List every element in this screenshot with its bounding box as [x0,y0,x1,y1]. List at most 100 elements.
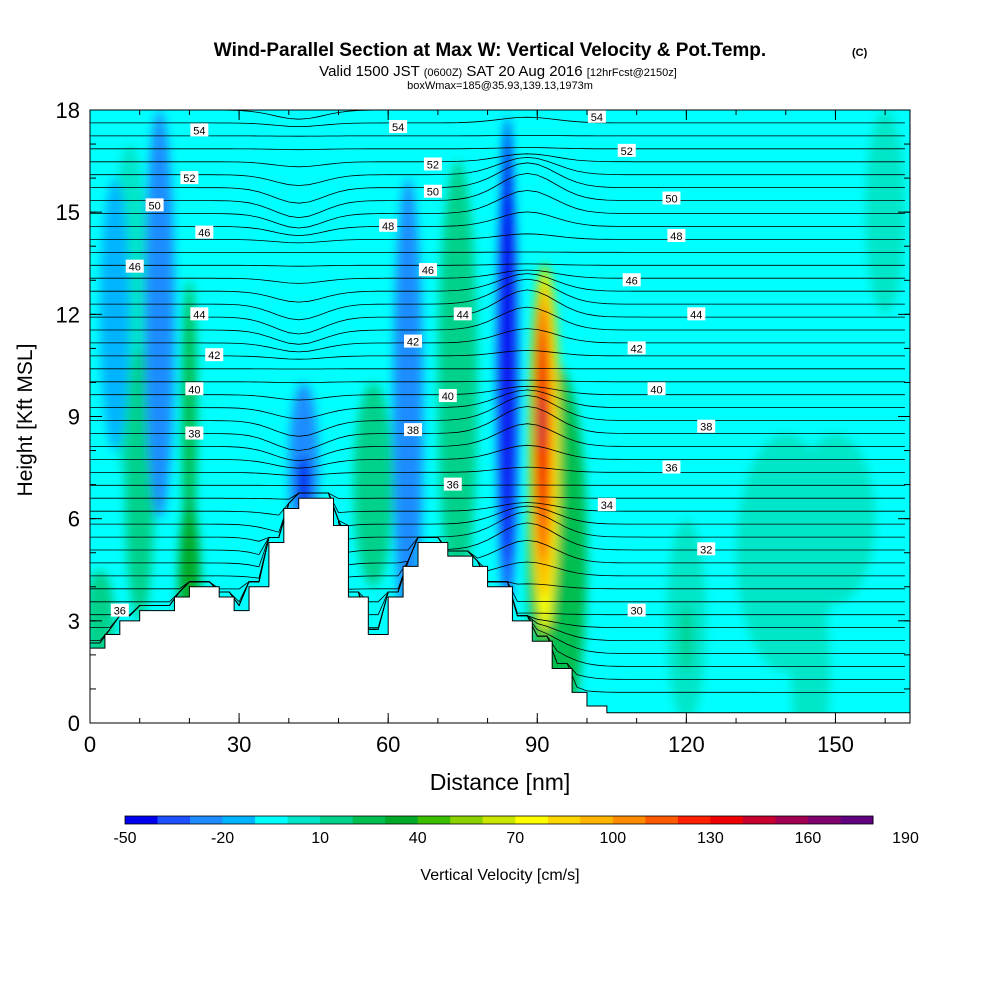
theta-label: 38 [185,426,204,441]
theta-contour-line [90,379,905,384]
svg-text:44: 44 [193,309,205,321]
theta-label: 38 [697,419,716,434]
colorbar-tick-label: 190 [892,830,919,847]
x-tick-label: 150 [817,732,854,757]
theta-contour-line [90,492,905,542]
y-axis-label: Height [Kft MSL] [14,344,37,497]
theta-contour-line [90,328,905,353]
theta-contour-line [90,492,905,568]
theta-label: 50 [423,184,442,199]
velocity-blob [538,396,544,451]
theta-contour-line [90,423,905,462]
theta-contour-line [90,350,905,360]
colorbar-tick-label: 160 [795,830,822,847]
theta-contour-line [90,269,905,284]
velocity-blob [680,603,693,672]
theta-label: 30 [627,603,646,618]
colorbar-swatch [417,816,451,824]
theta-label: 46 [622,273,641,287]
theta-contour-line [90,405,905,451]
svg-text:50: 50 [148,200,160,212]
colorbar-tick-label: 70 [506,830,524,847]
velocity-blob [99,178,130,451]
theta-label: 38 [404,423,423,437]
svg-text:42: 42 [407,337,419,349]
x-tick-label: 30 [227,732,251,757]
valid-date: SAT 20 Aug 2016 [466,63,582,80]
svg-text:46: 46 [129,262,141,274]
svg-text:52: 52 [427,159,439,171]
colorbar-swatch [515,816,549,824]
svg-text:36: 36 [447,480,459,492]
theta-label: 42 [404,334,423,349]
theta-contour-line [90,147,905,151]
svg-text:48: 48 [382,221,394,233]
x-axis-label: Distance [nm] [430,769,571,795]
colorbar-swatch [190,816,224,824]
colorbar-swatch [645,816,679,824]
svg-text:40: 40 [188,384,200,396]
colorbar-swatch [547,816,581,824]
theta-label: 40 [185,382,204,396]
theta-label: 42 [205,348,224,362]
theta-label: 40 [438,389,457,403]
x-tick-label: 90 [525,732,549,757]
terrain-mask [90,497,910,723]
theta-contour-line [90,492,905,590]
x-tick-label: 120 [668,732,705,757]
colorbar-swatch [612,816,646,824]
theta-label: 50 [662,191,681,206]
velocity-blob [500,116,514,560]
colorbar-swatch [775,816,809,824]
svg-text:50: 50 [665,194,677,206]
colorbar-swatch [742,816,776,824]
theta-contour-line [90,116,905,127]
colorbar-swatch [710,816,744,824]
theta-contour-line [90,394,905,437]
theta-label: 52 [423,157,442,171]
svg-text:54: 54 [193,125,205,137]
theta-contour-line [90,211,905,237]
svg-text:32: 32 [700,544,712,556]
theta-contour-line [90,385,905,401]
theta-label: 48 [379,218,398,233]
svg-text:38: 38 [700,422,712,434]
svg-text:42: 42 [631,343,643,355]
theta-contour-line [90,263,905,267]
theta-contour-line [90,492,905,556]
y-tick-label: 15 [56,200,80,225]
colorbar: -50 -20 10 40 70 100 130 160 190 [113,815,919,847]
colorbar-tick-label: 100 [599,830,626,847]
theta-contour-line [90,233,905,244]
theta-contour-labels: 54 54 54 52 52 52 50 50 50 48 48 46 46 46 46 44 44 44 42 42… [110,110,716,618]
theta-label: 34 [597,498,616,512]
velocity-blob [865,110,906,315]
theta-contour-line [90,156,905,186]
colorbar-swatch [222,816,256,824]
theta-label: 54 [190,123,209,137]
svg-text:46: 46 [198,228,210,240]
svg-text:36: 36 [665,463,677,475]
x-tick-label: 60 [376,732,400,757]
x-tick-label: 0 [84,732,96,757]
svg-text:38: 38 [188,429,200,441]
theta-label: 52 [617,143,636,158]
velocity-blob [144,110,175,519]
svg-text:40: 40 [442,391,454,403]
theta-contour-line [90,492,905,533]
theta-label: 50 [145,198,164,212]
colorbar-swatch [352,816,386,824]
theta-label: 46 [418,263,437,277]
colorbar-title: Vertical Velocity [cm/s] [420,867,579,884]
svg-text:30: 30 [631,606,643,618]
colorbar-swatch [450,816,484,824]
svg-text:38: 38 [407,425,419,437]
svg-text:42: 42 [208,350,220,362]
theta-contour-line [90,492,905,516]
velocity-blob [353,382,394,587]
theta-label: 48 [667,229,686,243]
title-mark: (C) [852,47,868,59]
svg-text:44: 44 [690,309,702,321]
y-tick-label: 18 [56,98,80,123]
